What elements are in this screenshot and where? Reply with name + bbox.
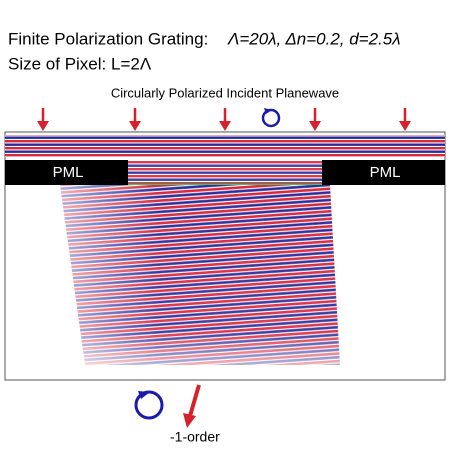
incident-wave [5,135,445,157]
output-arrow [183,384,201,428]
order-label: -1-order [170,429,220,445]
polarization-icon [261,108,281,128]
pml-right-label: PML [370,164,401,181]
incident-arrows [37,108,411,131]
parameters: Λ=20λ, Δn=0.2, d=2.5λ [227,29,401,48]
pml-right [322,160,445,185]
output-polarization-icon [134,390,164,420]
title: Finite Polarization Grating: [8,29,208,48]
pml-left [5,160,128,185]
grating-layer [128,160,322,185]
pml-left-label: PML [53,164,84,181]
pixel-size: Size of Pixel: L=2Λ [8,54,152,73]
incident-label: Circularly Polarized Incident Planewave [111,85,339,100]
diffracted-beam [60,185,340,365]
